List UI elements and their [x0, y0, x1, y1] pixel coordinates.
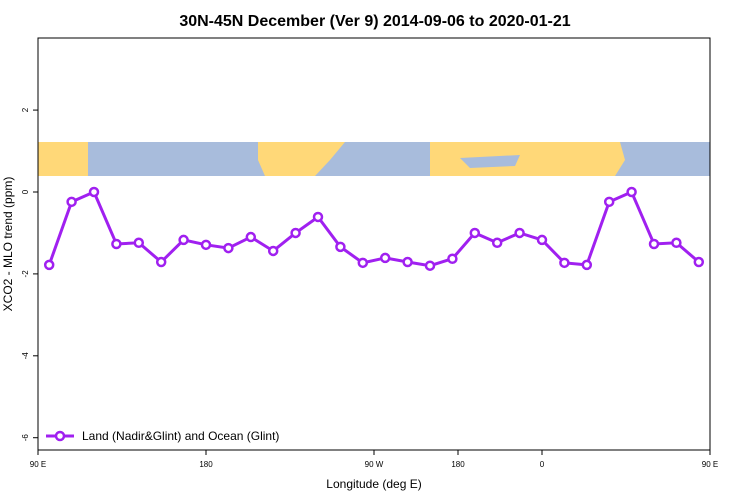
sea [90, 145, 115, 170]
map-band [38, 142, 710, 176]
x-tick-label: 180 [451, 460, 465, 469]
point [111, 238, 122, 250]
chart-title: 30N-45N December (Ver 9) 2014-09-06 to 2… [179, 13, 570, 30]
y-tick-label: 2 [21, 107, 30, 112]
point [581, 259, 593, 271]
point [133, 237, 145, 249]
point [66, 196, 77, 208]
point [223, 242, 234, 254]
point [648, 238, 660, 250]
x-tick-label: 90 E [702, 460, 718, 469]
legend-marker [54, 430, 66, 442]
series-line [47, 190, 700, 268]
point [267, 245, 279, 257]
point [245, 231, 257, 243]
point [603, 196, 615, 208]
land [430, 142, 625, 176]
legend-label: Land (Nadir&Glint) and Ocean (Glint) [82, 429, 279, 443]
y-tick-label: -4 [21, 352, 30, 360]
y-tick-label: -6 [21, 434, 30, 442]
point [178, 234, 189, 246]
x-tick-label: 90 E [30, 460, 46, 469]
y-axis-label: XCO2 - MLO trend (ppm) [1, 177, 15, 312]
x-tick-label: 0 [540, 460, 545, 469]
point [402, 256, 413, 268]
point [469, 227, 481, 239]
point [357, 257, 369, 269]
point [671, 237, 682, 249]
point [43, 259, 55, 271]
point [559, 257, 570, 269]
y-tick-label: -2 [21, 270, 30, 278]
point [312, 211, 324, 223]
point [335, 241, 346, 253]
point [514, 227, 525, 239]
land [38, 142, 88, 176]
point [155, 256, 167, 268]
point [626, 186, 637, 198]
point [200, 239, 212, 251]
sea [460, 155, 520, 168]
point [693, 256, 705, 268]
point [88, 186, 100, 198]
point [447, 253, 458, 264]
y-tick-label: 0 [21, 189, 30, 194]
x-axis-label: Longitude (deg E) [326, 477, 421, 491]
x-tick-label: 90 W [365, 460, 384, 469]
point [379, 252, 391, 264]
point [536, 234, 548, 246]
x-tick-label: 180 [199, 460, 213, 469]
point [290, 227, 301, 239]
point [424, 260, 436, 271]
point [491, 237, 503, 249]
land [258, 142, 345, 176]
